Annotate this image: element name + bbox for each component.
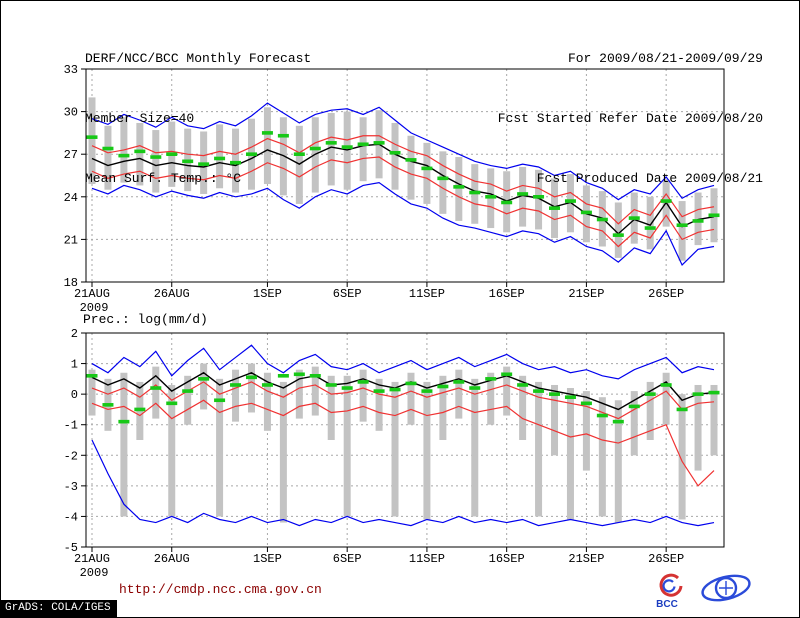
svg-text:2: 2 — [71, 327, 78, 341]
temp-panel-label: Mean Surf. Temp.: °C — [85, 171, 242, 186]
svg-text:33: 33 — [64, 63, 78, 77]
svg-text:16SEP: 16SEP — [489, 552, 525, 566]
svg-text:2009: 2009 — [80, 566, 109, 580]
svg-text:-4: -4 — [64, 510, 78, 524]
bcc-logo-inner-swirl — [662, 579, 676, 593]
svg-text:2009: 2009 — [80, 301, 109, 315]
member-size-label: Member Size=40 — [85, 111, 195, 126]
forecast-range-label: For 2009/08/21-2009/09/29 — [567, 51, 763, 66]
svg-text:26AUG: 26AUG — [154, 552, 190, 566]
svg-text:21SEP: 21SEP — [568, 287, 604, 301]
svg-text:21SEP: 21SEP — [568, 552, 604, 566]
svg-text:1: 1 — [71, 358, 78, 372]
svg-text:-1: -1 — [64, 419, 78, 433]
svg-text:1SEP: 1SEP — [253, 287, 282, 301]
source-url: http://cmdp.ncc.cma.gov.cn — [119, 582, 322, 597]
refer-date-label: Fcst Started Refer Date 2009/08/20 — [497, 111, 763, 126]
svg-text:16SEP: 16SEP — [489, 287, 525, 301]
header-left: DERF/NCC/BCC Monthly Forecast Member Siz… — [85, 9, 311, 229]
cma-logo-grid — [719, 581, 733, 595]
svg-text:-5: -5 — [64, 541, 78, 555]
svg-text:30: 30 — [64, 106, 78, 120]
svg-text:21AUG: 21AUG — [74, 552, 110, 566]
svg-text:21: 21 — [64, 233, 78, 247]
svg-text:26SEP: 26SEP — [648, 287, 684, 301]
svg-text:21AUG: 21AUG — [74, 287, 110, 301]
bcc-logo-text: BCC — [656, 599, 678, 610]
svg-text:18: 18 — [64, 276, 78, 290]
produced-date-label: Fcst Produced Date 2009/08/21 — [536, 171, 763, 186]
header-right: For 2009/08/21-2009/09/29 Fcst Started R… — [498, 9, 763, 229]
cma-logo — [701, 574, 751, 602]
prec-panel-label: Prec.: log(mm/d) — [83, 312, 208, 327]
grads-stamp: GrADS: COLA/IGES — [1, 600, 117, 617]
svg-text:26AUG: 26AUG — [154, 287, 190, 301]
page-title: DERF/NCC/BCC Monthly Forecast — [85, 51, 312, 66]
svg-text:24: 24 — [64, 191, 78, 205]
svg-text:-3: -3 — [64, 480, 78, 494]
svg-text:11SEP: 11SEP — [409, 287, 445, 301]
svg-text:26SEP: 26SEP — [648, 552, 684, 566]
svg-text:6SEP: 6SEP — [333, 552, 362, 566]
svg-text:1SEP: 1SEP — [253, 552, 282, 566]
svg-text:0: 0 — [71, 388, 78, 402]
svg-text:27: 27 — [64, 148, 78, 162]
cma-logo-globe — [714, 576, 738, 600]
svg-text:11SEP: 11SEP — [409, 552, 445, 566]
svg-text:-2: -2 — [64, 449, 78, 463]
bcc-logo-swirl — [659, 573, 683, 597]
bcc-logo: BCC — [656, 573, 683, 610]
svg-text:6SEP: 6SEP — [333, 287, 362, 301]
